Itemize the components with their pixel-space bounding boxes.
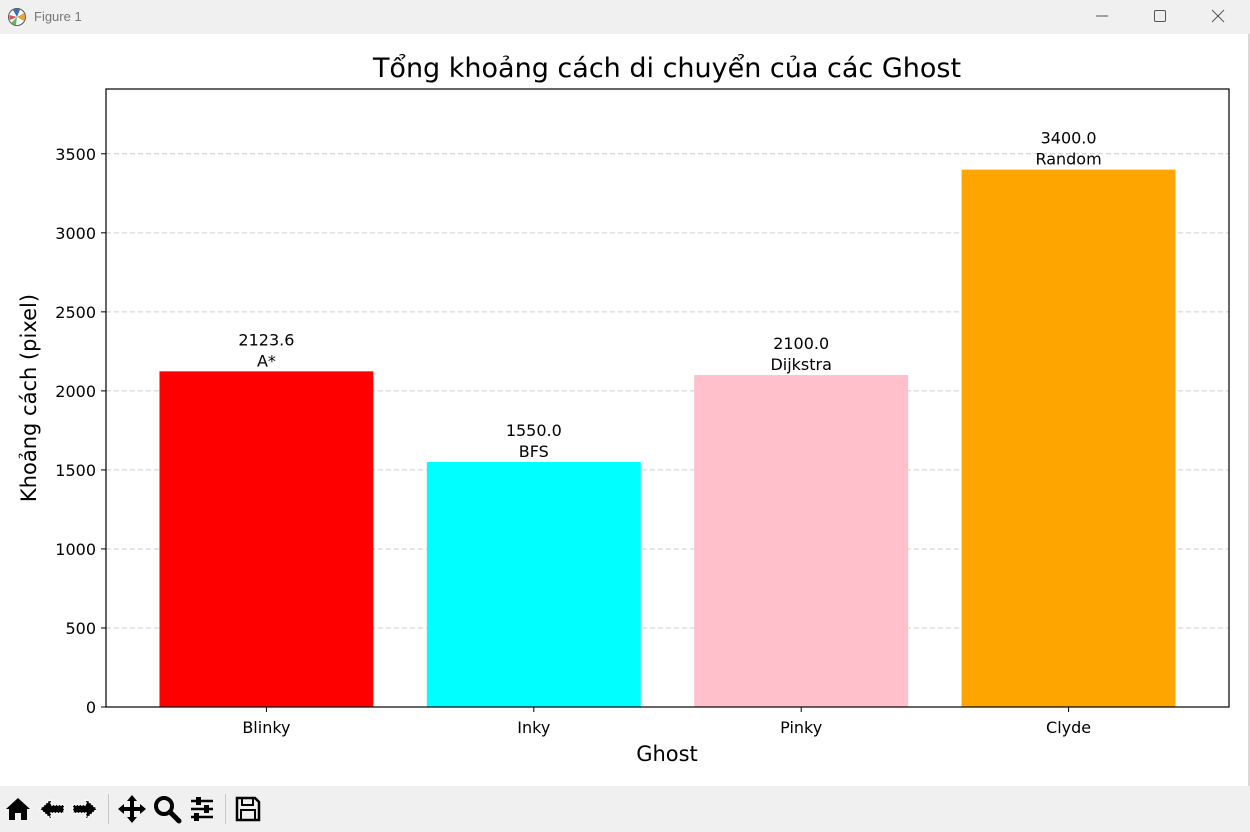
maximize-icon — [1154, 10, 1166, 22]
minimize-icon — [1096, 15, 1108, 17]
bar-algorithm-label: Dijkstra — [770, 355, 831, 374]
x-tick-label: Pinky — [780, 718, 822, 737]
window-titlebar: Figure 1 — [0, 0, 1250, 34]
x-tick-label: Inky — [517, 718, 550, 737]
navigation-toolbar — [0, 786, 1250, 832]
zoom-button[interactable] — [151, 793, 183, 825]
bar-algorithm-label: A* — [257, 351, 276, 370]
x-axis-label: Ghost — [636, 742, 698, 766]
forward-arrow-icon — [72, 797, 99, 821]
home-button[interactable] — [2, 793, 34, 825]
bar-algorithm-label: Random — [1035, 150, 1101, 169]
figure-canvas[interactable]: Tổng khoảng cách di chuyển của các Ghost… — [0, 34, 1248, 786]
home-icon — [6, 798, 30, 820]
minimize-button[interactable] — [1073, 0, 1131, 32]
save-floppy-icon — [235, 796, 261, 822]
bar-chart: Tổng khoảng cách di chuyển của các Ghost… — [17, 53, 1230, 766]
bar-inky — [426, 462, 641, 707]
y-tick-label: 1500 — [55, 461, 96, 480]
close-icon — [1211, 9, 1225, 23]
y-tick-label: 500 — [65, 619, 96, 638]
bar-value-label: 1550.0 — [506, 421, 562, 440]
bars-group: 2123.6 A* 1550.0 BFS 2100.0 Dijkstra 3400.0 Ran… — [159, 129, 1176, 707]
matplotlib-app-icon — [8, 8, 26, 26]
y-tick-label: 3000 — [55, 224, 96, 243]
bar-value-label: 2100.0 — [773, 334, 829, 353]
y-tick-label: 3500 — [55, 145, 96, 164]
back-button[interactable] — [36, 793, 68, 825]
pan-move-icon — [118, 795, 146, 823]
x-tick-label: Clyde — [1046, 718, 1091, 737]
pan-button[interactable] — [116, 793, 148, 825]
bar-algorithm-label: BFS — [519, 442, 549, 461]
toolbar-separator — [108, 794, 109, 824]
forward-button[interactable] — [69, 793, 101, 825]
configure-sliders-icon — [191, 797, 213, 821]
bar-blinky — [159, 371, 374, 707]
window-right-edge — [1248, 34, 1250, 786]
bar-clyde — [961, 169, 1176, 707]
configure-subplots-button[interactable] — [186, 793, 218, 825]
maximize-button[interactable] — [1131, 0, 1189, 32]
x-tick-label: Blinky — [242, 718, 290, 737]
y-tick-label: 2000 — [55, 382, 96, 401]
save-button[interactable] — [232, 793, 264, 825]
y-tick-label: 0 — [86, 698, 96, 717]
axes-frame — [105, 88, 1230, 708]
y-axis-label: Khoảng cách (pixel) — [17, 294, 41, 502]
bar-value-label: 3400.0 — [1041, 129, 1097, 148]
close-button[interactable] — [1189, 0, 1247, 32]
bar-pinky — [694, 375, 909, 707]
y-axis-ticks: 0 500 1000 1500 2000 2500 3000 3500 — [55, 145, 106, 717]
bar-value-label: 2123.6 — [238, 330, 294, 349]
zoom-magnifier-icon — [154, 796, 182, 824]
chart-title: Tổng khoảng cách di chuyển của các Ghost — [372, 53, 961, 84]
window-title: Figure 1 — [34, 9, 82, 24]
toolbar-separator — [225, 794, 226, 824]
y-tick-label: 1000 — [55, 540, 96, 559]
x-axis-ticks: Blinky Inky Pinky Clyde — [242, 707, 1091, 737]
back-arrow-icon — [38, 797, 65, 821]
y-tick-label: 2500 — [55, 303, 96, 322]
